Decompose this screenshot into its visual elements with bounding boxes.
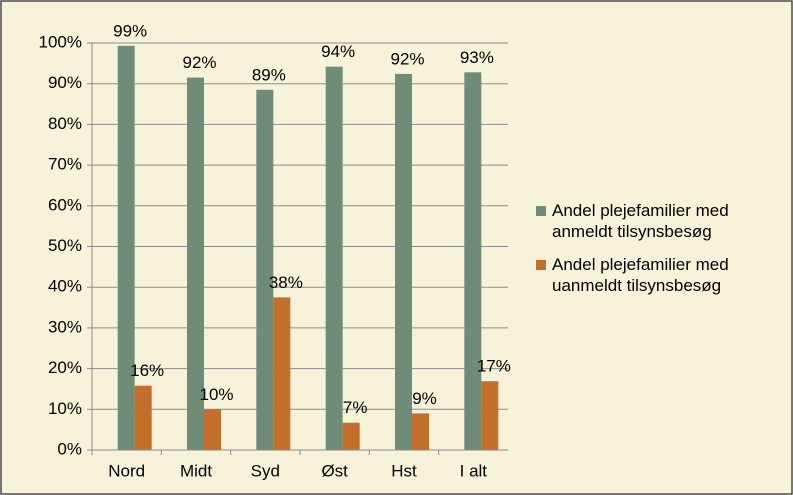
bar: [395, 73, 412, 450]
legend-entry: Andel plejefamilier med uanmeldt tilsyns…: [536, 254, 776, 296]
x-tick-label: Midt: [180, 461, 212, 480]
legend-label: Andel plejefamilier med anmeldt tilsynsb…: [552, 201, 729, 241]
data-label: 7%: [343, 398, 368, 417]
data-label: 99%: [113, 21, 147, 40]
data-label: 93%: [460, 48, 494, 67]
legend-entry: Andel plejefamilier med anmeldt tilsynsb…: [536, 200, 776, 242]
x-tick-label: I alt: [460, 461, 488, 480]
y-tick-label: 60%: [48, 195, 82, 214]
bar: [204, 409, 221, 450]
data-label: 10%: [199, 385, 233, 404]
x-tick-label: Syd: [251, 461, 280, 480]
bar: [481, 381, 499, 450]
y-tick-label: 90%: [48, 73, 82, 92]
y-tick-label: 10%: [48, 399, 82, 418]
bar: [117, 45, 135, 450]
x-tick-label: Nord: [108, 461, 145, 480]
legend-swatch: [536, 206, 546, 216]
legend-label: Andel plejefamilier med uanmeldt tilsyns…: [552, 255, 729, 295]
y-tick-label: 30%: [48, 317, 82, 336]
data-label: 16%: [130, 361, 164, 380]
y-tick-label: 40%: [48, 277, 82, 296]
legend: Andel plejefamilier med anmeldt tilsynsb…: [536, 200, 776, 308]
y-tick-label: 80%: [48, 114, 82, 133]
data-label: 9%: [412, 389, 437, 408]
bar: [134, 385, 152, 450]
data-label: 89%: [252, 65, 286, 84]
y-tick-label: 20%: [48, 358, 82, 377]
data-label: 92%: [182, 53, 216, 72]
data-label: 94%: [321, 42, 355, 61]
y-tick-label: 70%: [48, 155, 82, 174]
y-tick-label: 50%: [48, 236, 82, 255]
bar: [342, 422, 360, 450]
data-label: 92%: [390, 49, 424, 68]
bar: [256, 89, 274, 451]
data-label: 38%: [269, 273, 303, 292]
bar: [412, 413, 429, 450]
y-tick-label: 100%: [39, 32, 82, 51]
bar: [464, 72, 482, 450]
data-label: 17%: [477, 357, 511, 376]
legend-swatch: [536, 260, 546, 270]
bar: [325, 66, 343, 450]
bar: [273, 297, 291, 450]
y-tick-label: 0%: [57, 439, 82, 458]
x-tick-label: Øst: [321, 461, 348, 480]
x-tick-label: Hst: [391, 461, 417, 480]
bar: [187, 77, 204, 450]
